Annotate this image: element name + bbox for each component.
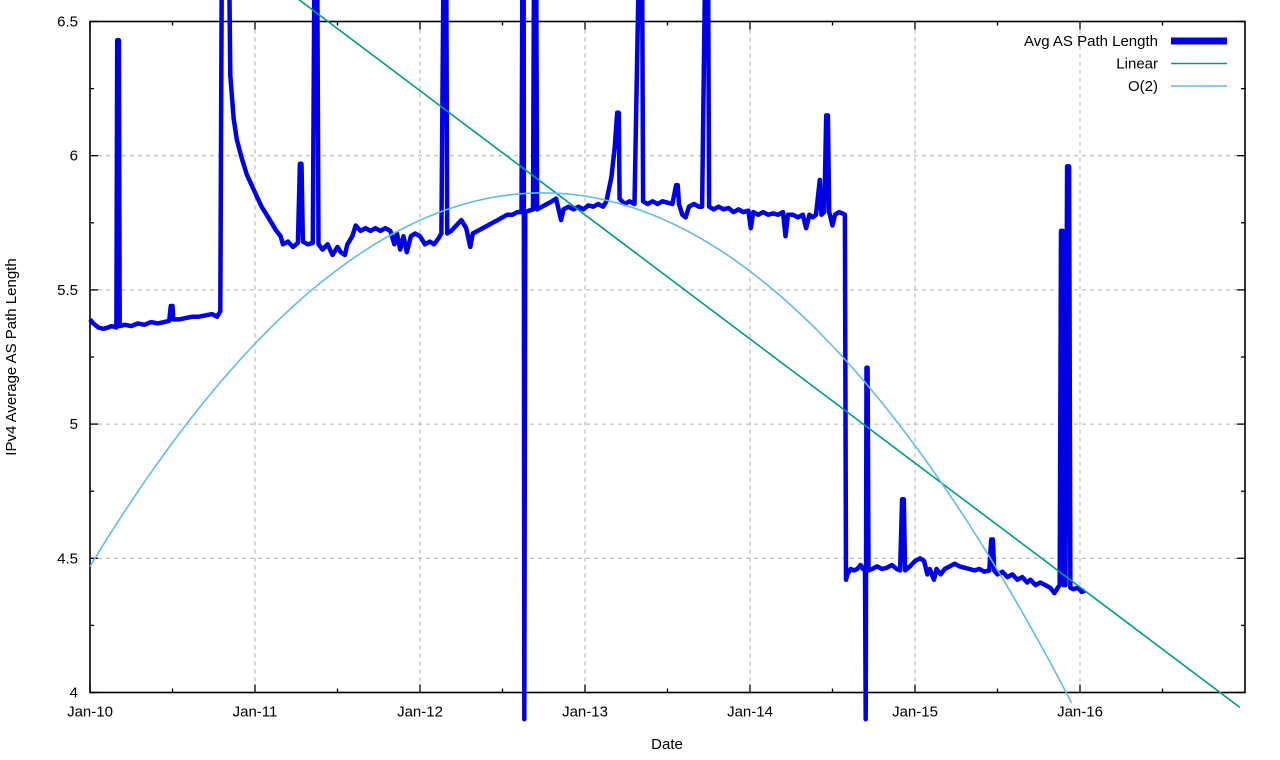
y-tick-label: 5 xyxy=(70,416,78,433)
series-linear xyxy=(298,0,1241,709)
x-tick-label: Jan-16 xyxy=(1057,704,1103,721)
series-avg-as-path-length xyxy=(88,0,1086,722)
legend-entry: O(2) xyxy=(1128,78,1227,95)
legend-label: Avg AS Path Length xyxy=(1024,33,1158,50)
y-tick-label: 4 xyxy=(70,685,78,702)
x-axis-title: Date xyxy=(651,736,683,753)
x-tick-label: Jan-11 xyxy=(233,704,278,721)
x-tick-label: Jan-12 xyxy=(397,704,443,721)
plot-border-and-ticks xyxy=(89,20,1246,694)
legend: Avg AS Path Length Linear O(2) xyxy=(1024,33,1227,95)
x-tick-label: Jan-14 xyxy=(727,704,773,721)
x-tick-label: Jan-15 xyxy=(892,704,938,721)
legend-entry: Linear xyxy=(1116,56,1227,73)
legend-label: O(2) xyxy=(1128,78,1158,95)
y-axis-title: IPv4 Average AS Path Length xyxy=(3,258,20,455)
x-tick-label: Jan-13 xyxy=(562,704,608,721)
y-tick-label: 5.5 xyxy=(57,282,78,299)
tick-labels: Jan-10 Jan-11 Jan-12 Jan-13 Jan-14 Jan-15 Jan-… xyxy=(57,14,1103,721)
y-tick-label: 6.5 xyxy=(57,14,78,31)
y-tick-label: 4.5 xyxy=(57,550,78,567)
y-tick-label: 6 xyxy=(70,148,78,165)
series-lines xyxy=(88,0,1241,722)
series-o-2 xyxy=(89,192,1073,704)
legend-entry: Avg AS Path Length xyxy=(1024,33,1227,50)
x-tick-label: Jan-10 xyxy=(67,704,113,721)
gridlines xyxy=(90,21,1245,693)
legend-label: Linear xyxy=(1116,56,1158,73)
